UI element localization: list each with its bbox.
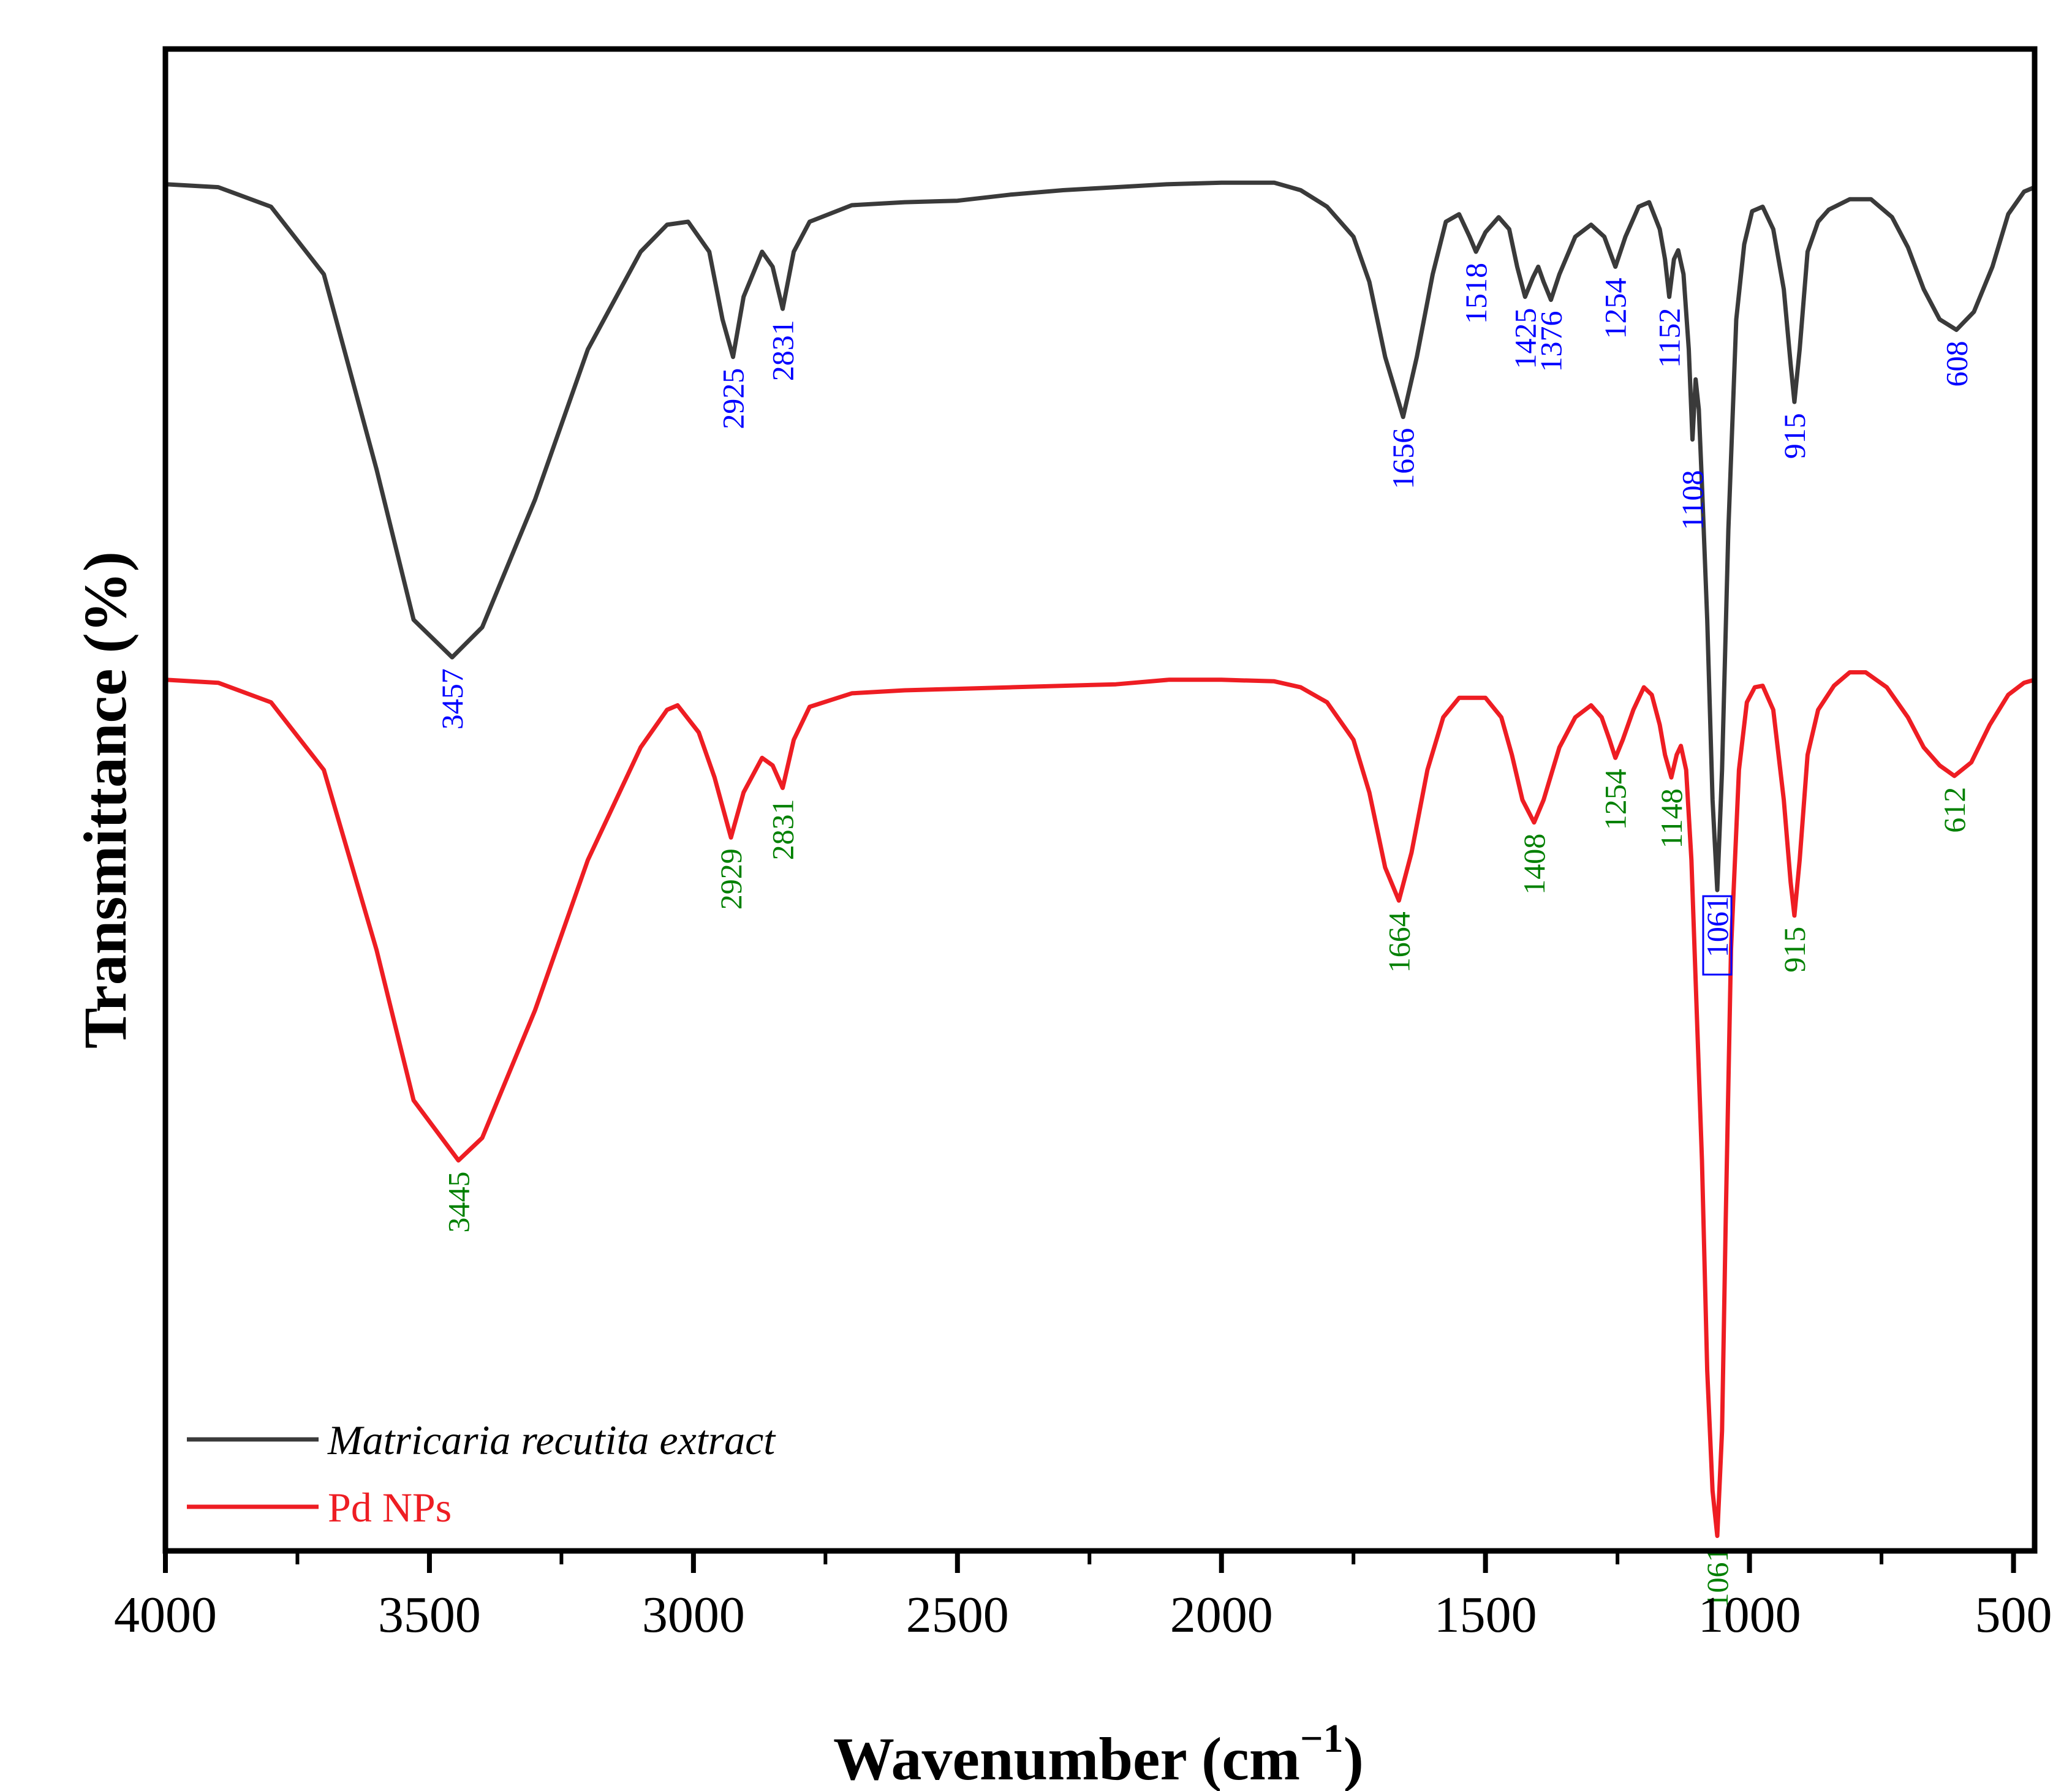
- x-tick-label-4000: 4000: [114, 1586, 217, 1643]
- peak-label-extract-1061: 1061: [1700, 896, 1734, 957]
- peak-label-pd-3445: 3445: [441, 1172, 475, 1233]
- series-line-pd-nps: [165, 670, 2035, 1538]
- plot-frame: [162, 46, 2038, 1554]
- peak-label-extract-1376: 1376: [1534, 311, 1568, 372]
- peak-label-extract-3457: 3457: [435, 668, 469, 730]
- peak-label-pd-612: 612: [1937, 787, 1972, 833]
- peak-label-extract-2831: 2831: [766, 320, 800, 381]
- peak-label-extract-1518: 1518: [1459, 263, 1493, 324]
- peak-label-pd-2929: 2929: [714, 848, 748, 910]
- series-line-extract: [165, 180, 2036, 892]
- x-tick-label-2500: 2500: [906, 1586, 1009, 1643]
- legend-label-1: Pd NPs: [328, 1484, 452, 1531]
- peak-label-pd-1148: 1148: [1654, 788, 1688, 848]
- peak-label-extract-1152: 1152: [1652, 308, 1687, 368]
- peak-label-pd-1254: 1254: [1598, 769, 1633, 830]
- x-tick-label-2000: 2000: [1170, 1586, 1273, 1643]
- peak-label-extract-1108: 1108: [1676, 470, 1710, 530]
- peak-label-extract-1425: 1425: [1508, 308, 1542, 369]
- x-tick-label-3500: 3500: [378, 1586, 481, 1643]
- x-tick-label-1000: 1000: [1698, 1586, 1801, 1643]
- x-axis-title: Wavenumber (cm−1): [833, 1716, 1364, 1791]
- peak-label-extract-915: 915: [1777, 413, 1812, 459]
- x-tick-label-1500: 1500: [1434, 1586, 1537, 1643]
- legend-label-0: Matricaria recutita extract: [327, 1417, 776, 1463]
- x-tick-label-500: 500: [1975, 1586, 2052, 1643]
- series-layer: [165, 180, 2036, 1538]
- peak-label-extract-1656: 1656: [1386, 428, 1420, 489]
- peak-label-box-1061: [1702, 895, 1733, 976]
- peak-label-extract-608: 608: [1939, 341, 1973, 387]
- x-axis-ticks: 4000 3500 3000 2500 2000 1500 1000 500: [114, 1551, 2052, 1643]
- x-tick-label-3000: 3000: [642, 1586, 745, 1643]
- peak-label-extract-2925: 2925: [716, 368, 751, 429]
- peak-label-pd-1408: 1408: [1517, 834, 1551, 895]
- peak-label-extract-1254: 1254: [1598, 278, 1633, 339]
- peak-label-pd-1664: 1664: [1382, 911, 1416, 973]
- legend: Matricaria recutita extract Pd NPs: [187, 1417, 776, 1531]
- y-axis-title: Transmittance (%): [71, 551, 139, 1049]
- peak-label-pd-2831: 2831: [766, 799, 800, 860]
- peak-label-pd-915: 915: [1777, 927, 1812, 973]
- peak-label-pd-1061: 1061: [1700, 1547, 1734, 1608]
